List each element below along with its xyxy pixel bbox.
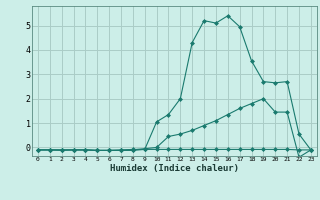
X-axis label: Humidex (Indice chaleur): Humidex (Indice chaleur)	[110, 164, 239, 173]
